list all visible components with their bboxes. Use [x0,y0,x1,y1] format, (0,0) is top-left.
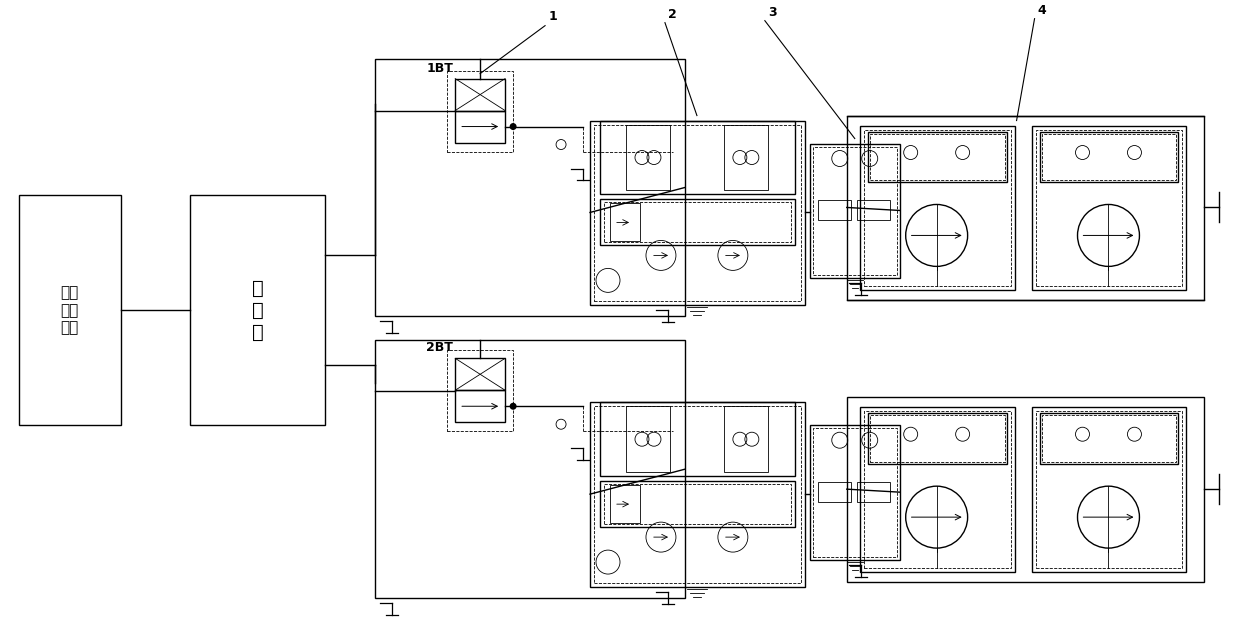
Bar [455,358,506,390]
Bar [1042,134,1176,180]
Bar [600,481,794,527]
Bar [1036,412,1182,568]
Text: 1: 1 [548,10,556,22]
Bar [813,428,897,557]
Bar [605,484,790,524]
Bar [375,341,685,598]
Bar [1036,130,1182,286]
Text: 1BT: 1BT [426,61,453,75]
Bar [610,485,641,523]
Bar [856,482,890,502]
Text: 控
制
器: 控 制 器 [252,279,264,342]
Bar [870,134,1005,180]
Bar [593,406,800,583]
Bar [593,125,800,302]
Bar [724,406,768,472]
Bar [455,111,506,142]
Bar [818,482,851,502]
Text: 3: 3 [768,6,777,19]
Text: 转角
测试
装置: 转角 测试 装置 [61,286,79,335]
Bar [1032,125,1187,290]
Bar [1042,415,1176,462]
Text: 2BT: 2BT [426,341,453,354]
Bar [860,125,1015,290]
Bar [447,70,513,151]
Bar [610,203,641,242]
Bar [626,406,670,472]
Bar [590,403,805,587]
Bar [1032,407,1187,572]
Circle shape [509,123,517,130]
Bar [864,412,1011,568]
Bar [810,425,900,560]
Bar [455,390,506,422]
Bar [375,59,685,316]
Bar [810,144,900,279]
Bar [600,121,794,194]
Bar [600,403,794,476]
Bar [846,397,1204,582]
Bar [724,125,768,190]
Bar [447,350,513,431]
Bar [870,415,1005,462]
Bar [818,201,851,220]
Bar [856,201,890,220]
Bar [455,79,506,111]
Bar [1040,413,1178,464]
Text: 2: 2 [668,8,676,20]
Bar [605,203,790,242]
Bar [191,196,326,425]
Bar [590,121,805,305]
Bar [867,132,1006,183]
Bar [600,199,794,245]
Bar [864,130,1011,286]
Bar [19,196,120,425]
Bar [846,116,1204,300]
Bar [626,125,670,190]
Bar [867,413,1006,464]
Bar [813,146,897,275]
Bar [860,407,1015,572]
Bar [1040,132,1178,183]
Text: 4: 4 [1037,4,1046,17]
Circle shape [509,403,517,410]
